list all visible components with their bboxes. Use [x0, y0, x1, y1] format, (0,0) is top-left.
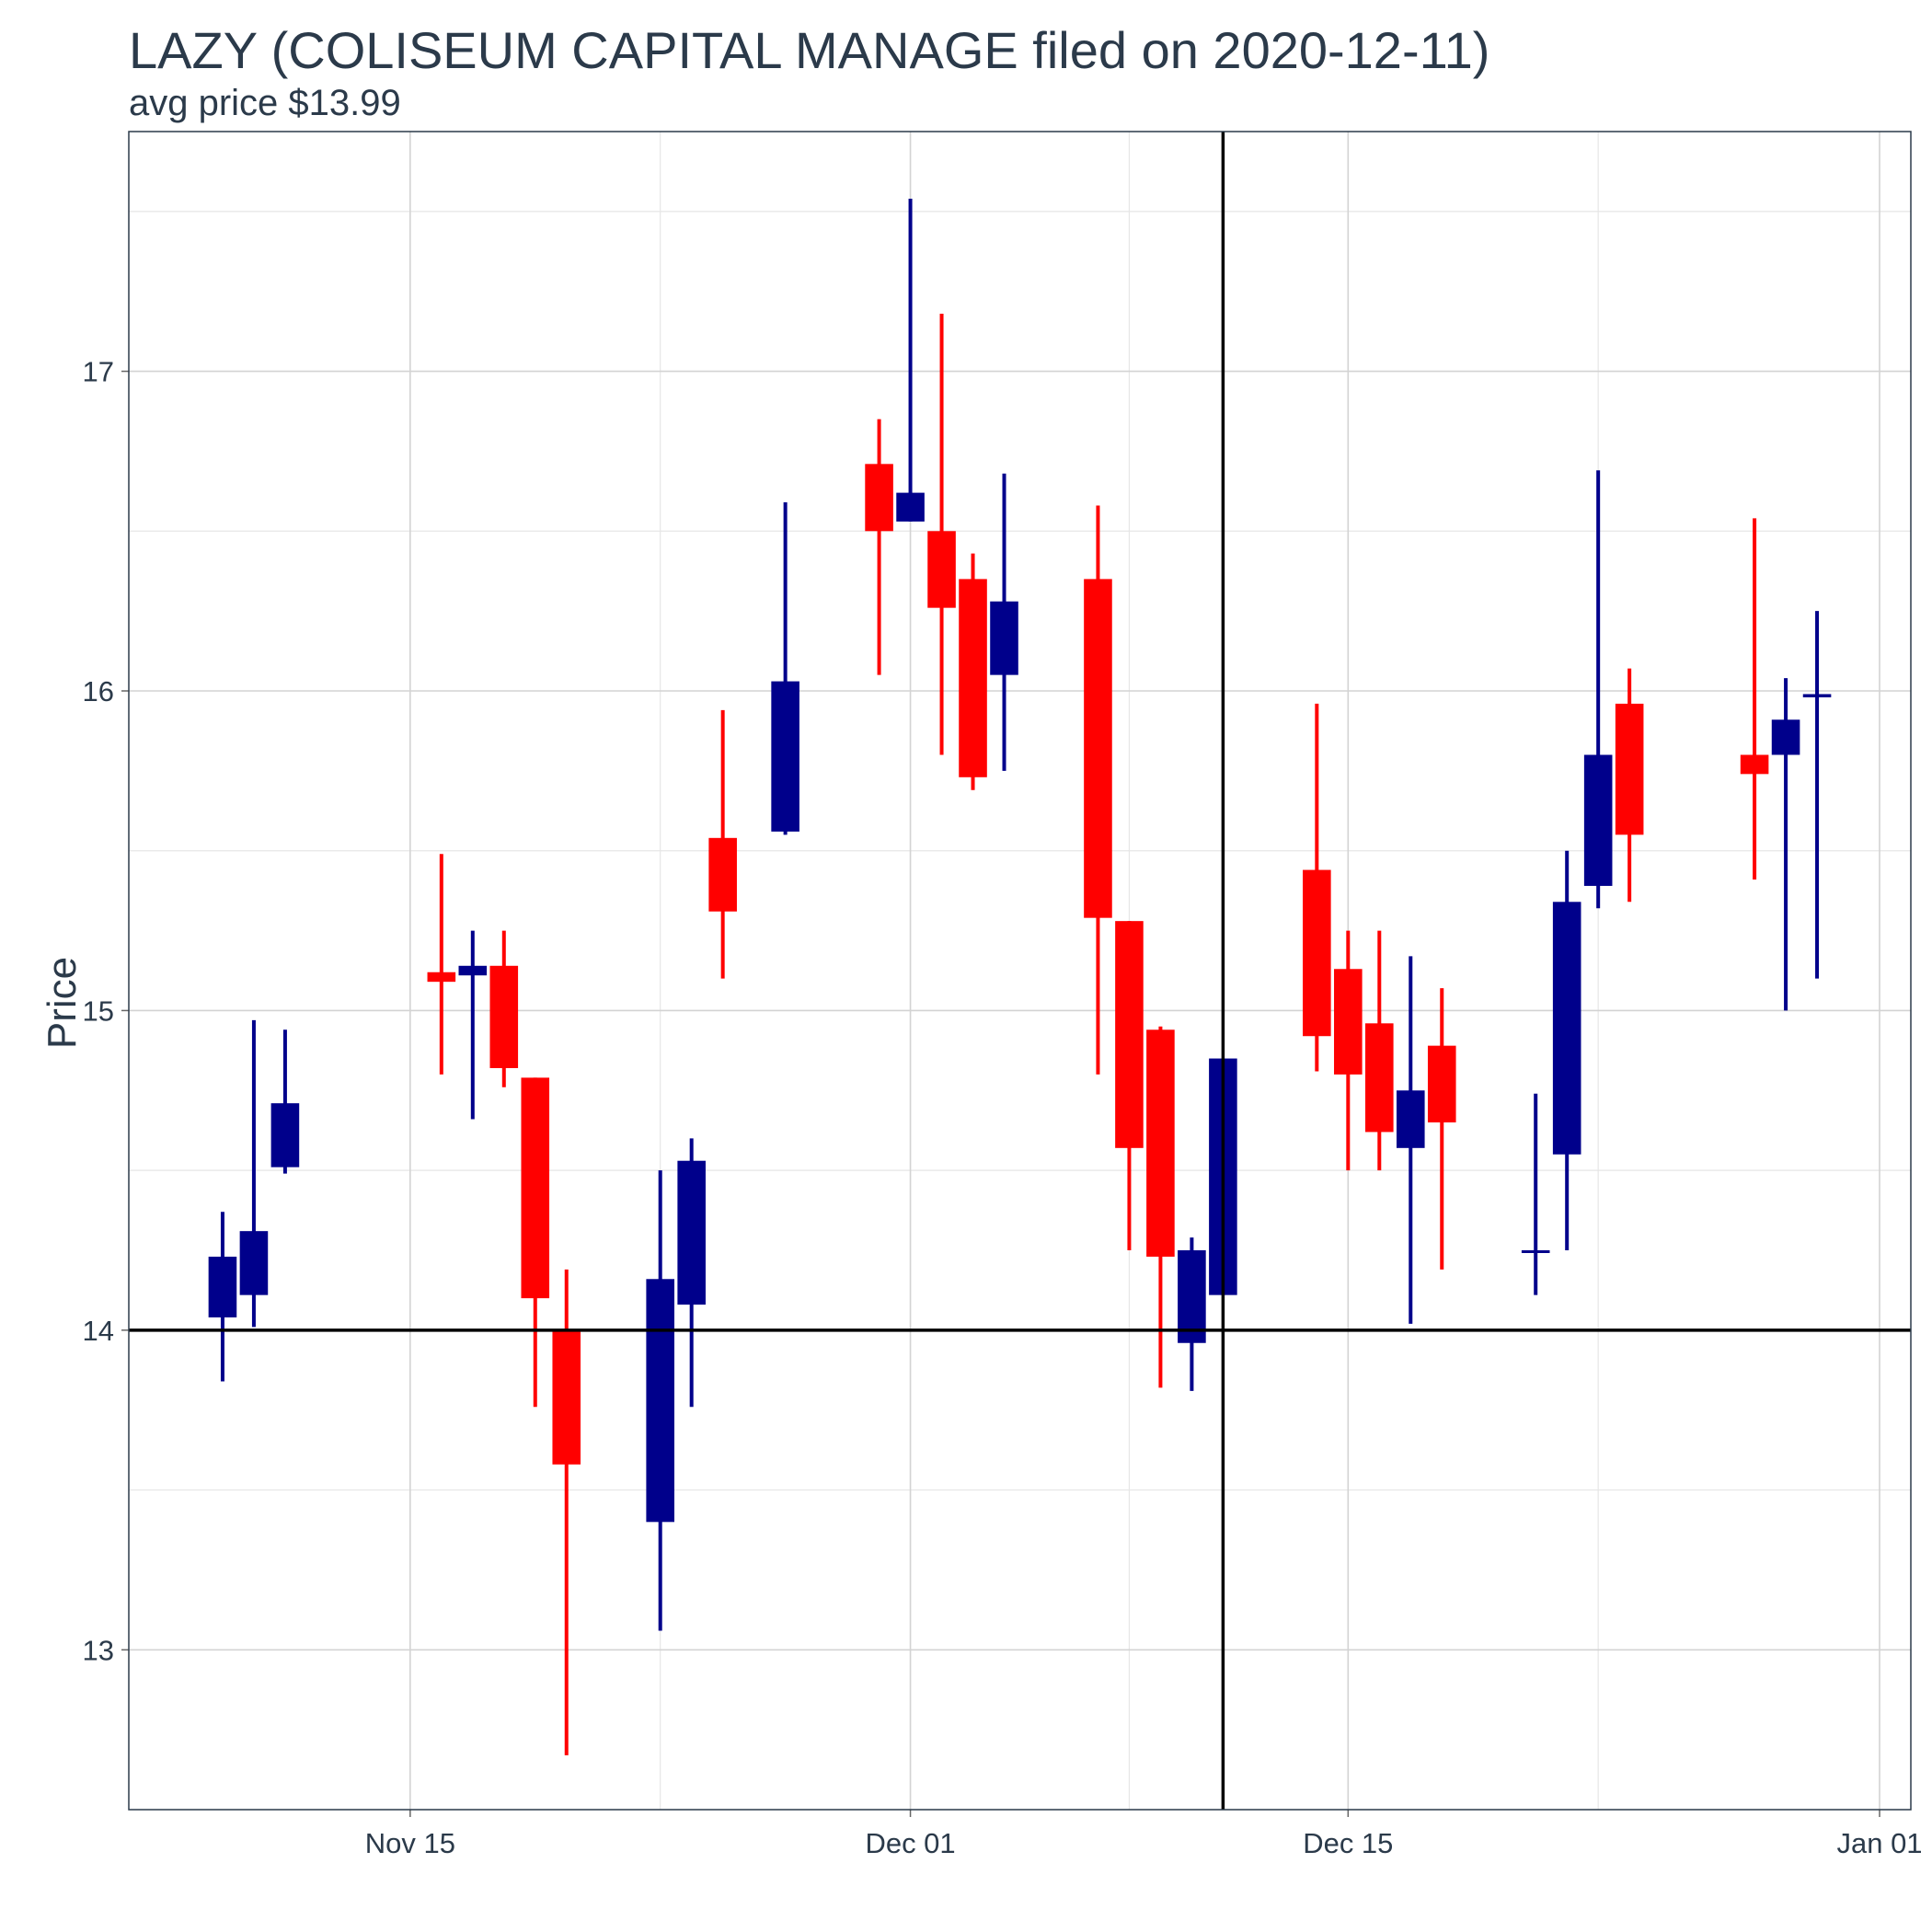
- candle-body-up: [270, 1103, 300, 1167]
- candle-body-up: [646, 1279, 674, 1523]
- candle-body-down: [1084, 579, 1112, 918]
- candle-body-down: [959, 579, 987, 777]
- candle-body-up: [1521, 1250, 1550, 1253]
- candle-body-down: [1427, 1045, 1456, 1123]
- y-tick-label: 15: [83, 995, 114, 1027]
- candle-body-up: [1552, 902, 1581, 1155]
- candle-body-up: [677, 1160, 706, 1305]
- candle-body-down: [489, 965, 519, 1068]
- candle-body-up: [1583, 754, 1613, 886]
- candle-body-down: [865, 464, 893, 532]
- candle-body-up: [1802, 694, 1832, 697]
- chart-title: LAZY (COLISEUM CAPITAL MANAGE filed on 2…: [129, 21, 1490, 79]
- y-tick-label: 13: [83, 1634, 114, 1666]
- x-tick-label: Dec 01: [865, 1827, 955, 1859]
- candle-body-down: [1146, 1029, 1175, 1257]
- candle-body-up: [896, 492, 925, 522]
- candle-body-down: [1740, 754, 1769, 775]
- chart-subtitle: avg price $13.99: [129, 83, 401, 123]
- x-tick-label: Jan 01: [1836, 1827, 1922, 1859]
- x-tick-label: Nov 15: [365, 1827, 455, 1859]
- y-tick-label: 14: [83, 1315, 114, 1347]
- candle-body-down: [927, 531, 956, 608]
- candle-body-up: [771, 681, 799, 832]
- candle-body-up: [458, 965, 488, 976]
- candle-body-up: [1396, 1090, 1425, 1148]
- candle-body-down: [552, 1329, 581, 1465]
- candle-body-up: [1178, 1250, 1206, 1343]
- plot-panel-border: [128, 131, 1912, 1811]
- candle-body-down: [427, 972, 456, 983]
- candle-body-up: [990, 601, 1018, 675]
- candle-body-down: [1365, 1023, 1394, 1133]
- candle-body-down: [1334, 969, 1363, 1075]
- candle-body-up: [239, 1231, 269, 1295]
- candle-body-down: [1615, 703, 1644, 835]
- candle-body-down: [521, 1077, 550, 1299]
- candle-body-down: [708, 837, 737, 912]
- candle-body-up: [208, 1256, 237, 1317]
- candle-body-down: [1303, 869, 1331, 1037]
- candle-body-up: [1771, 719, 1800, 755]
- y-tick-label: 16: [83, 675, 114, 707]
- x-tick-label: Dec 15: [1303, 1827, 1393, 1859]
- candle-body-down: [1115, 921, 1144, 1148]
- y-tick-label: 17: [83, 356, 114, 388]
